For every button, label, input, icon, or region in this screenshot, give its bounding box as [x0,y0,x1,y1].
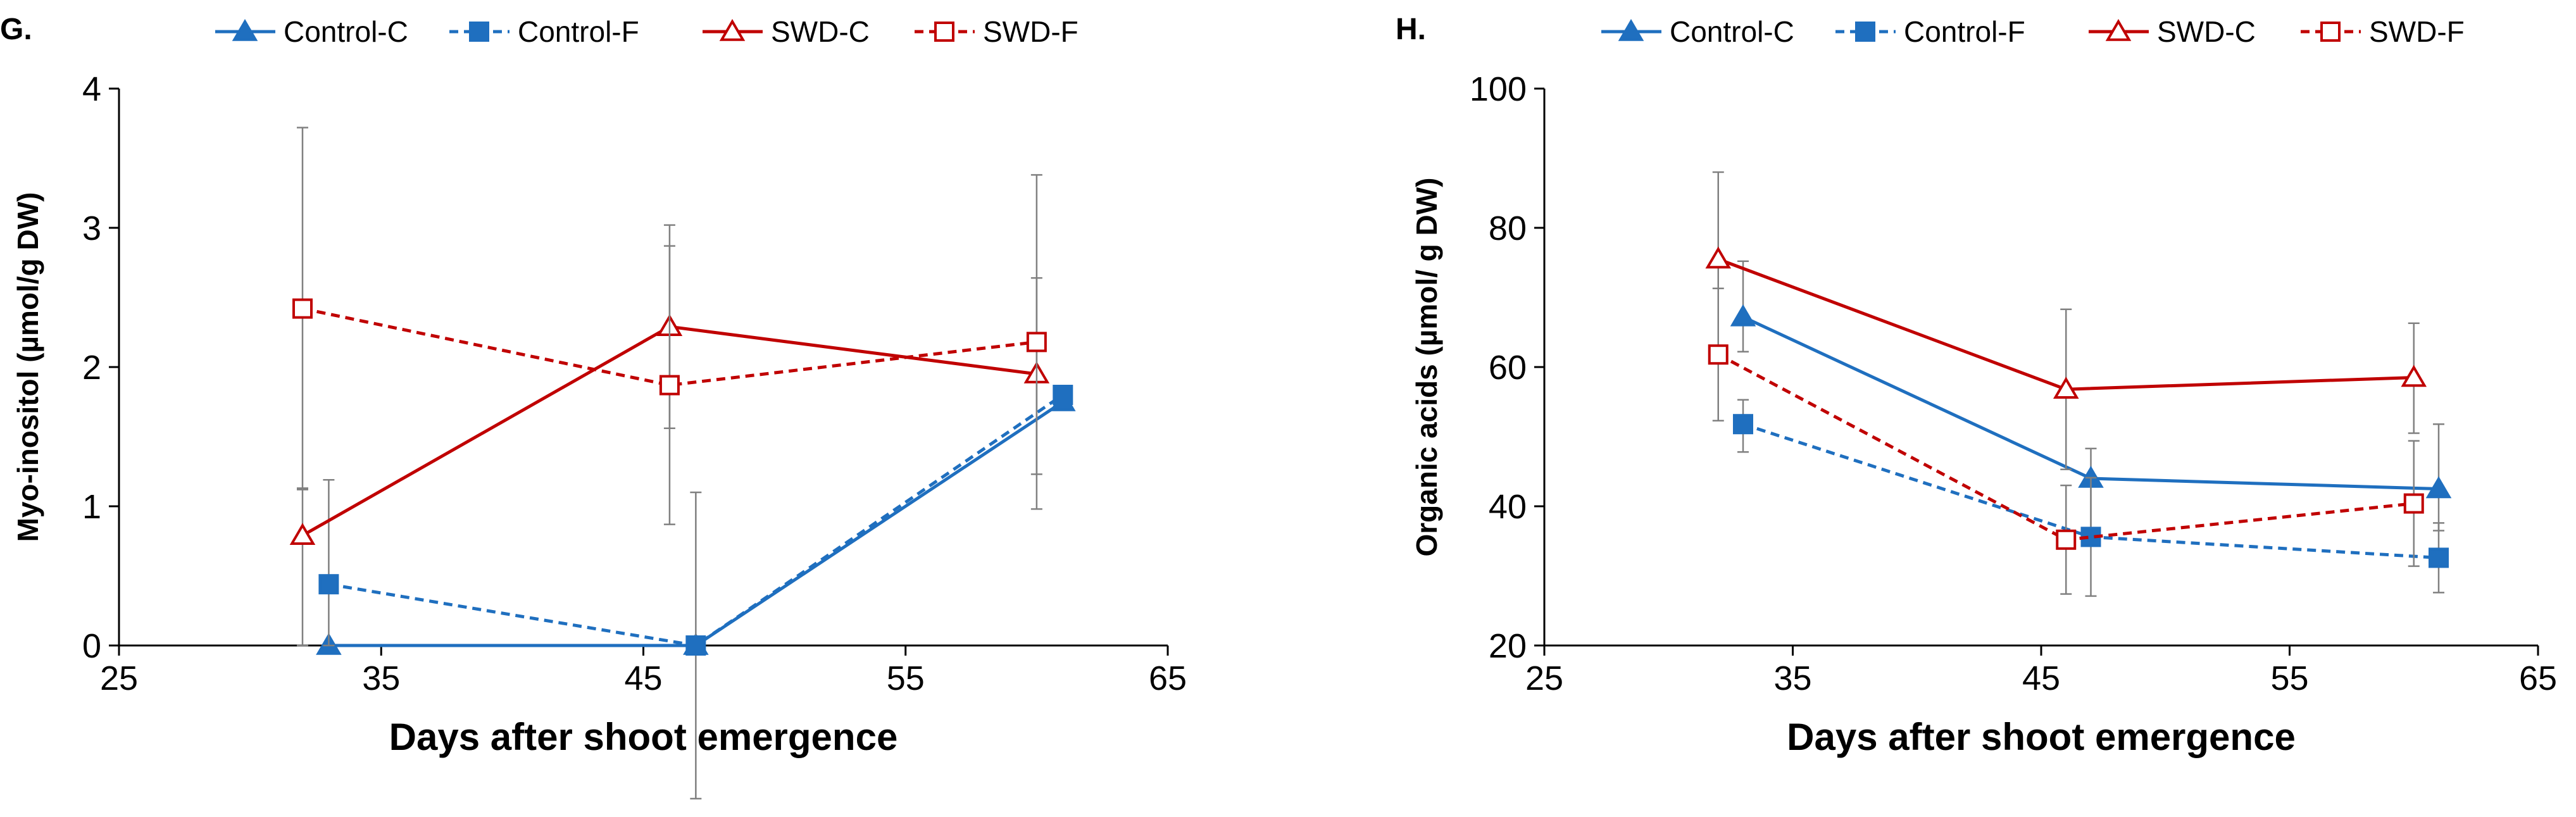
panel-label: G. [0,13,32,46]
y-tick-label: 20 [1489,627,1527,665]
x-tick-label: 35 [1773,659,1811,697]
y-tick-label: 3 [82,209,101,247]
legend-entry: SWD-C [2089,15,2256,48]
legend-label: Control-C [284,15,408,48]
x-tick-label: 65 [1149,659,1187,697]
chart-panel-2: H. 20 40 60 80 100 25 35 45 55 65 Days after shoot … [1396,13,2557,758]
data-point [2053,377,2079,399]
legend-label: SWD-C [2157,15,2256,48]
legend-label: SWD-F [2369,15,2465,48]
x-tick-label: 55 [887,659,925,697]
legend-label: SWD-F [983,15,1079,48]
y-tick-label: 1 [82,488,101,526]
legend-marker [934,22,954,42]
x-tick-label: 45 [624,659,662,697]
legend-entry: SWD-C [703,15,870,48]
data-point [1705,246,1732,269]
legend-entry: Control-C [1601,15,1794,48]
data-point [292,298,313,319]
series-swd-f [1708,287,2424,595]
x-tick-label: 55 [2270,659,2308,697]
legend-marker [1855,22,1875,42]
y-axis-title: Organic acids (µmol/ g DW) [1410,177,1443,556]
legend-entry: Control-F [1835,15,2025,48]
panel-label: H. [1396,13,1426,46]
x-tick-label: 35 [362,659,400,697]
data-point [685,635,706,656]
data-point [2056,529,2077,550]
legend-marker [2320,22,2341,42]
legend-marker [719,19,746,41]
data-point [1053,385,1073,405]
x-tick-label: 45 [2022,659,2060,697]
legend-label: Control-C [1670,15,1794,48]
y-tick-label: 40 [1489,488,1527,526]
data-point [289,523,316,545]
legend-label: SWD-C [771,15,870,48]
x-tick-label: 25 [100,659,138,697]
series-swd-f [292,127,1047,525]
legend-marker [469,22,489,42]
y-tick-label: 0 [82,627,101,665]
legend-label: Control-F [1904,15,2025,48]
data-point [2403,493,2424,514]
legend-marker [1618,19,1644,41]
legend-entry: SWD-F [915,15,1079,48]
legend-marker [2105,19,2132,41]
y-axis-title: Myo-inositol (µmol/g DW) [11,192,44,542]
y-tick-label: 60 [1489,349,1527,387]
y-tick-label: 100 [1470,70,1527,108]
x-axis-title: Days after shoot emergence [1787,716,2296,758]
x-tick-label: 65 [2519,659,2557,697]
x-tick-label: 25 [1525,659,1563,697]
legend-entry: Control-C [215,15,408,48]
data-point [659,375,680,396]
data-point [2401,365,2427,387]
y-tick-label: 80 [1489,209,1527,247]
chart-panel-1: G. 0 1 2 3 4 25 35 45 55 65 Days after shoot emerge… [0,13,1187,800]
data-point [2429,547,2449,568]
data-point [2425,476,2452,499]
y-tick-label: 2 [82,349,101,387]
legend-label: Control-F [518,15,639,48]
data-point [1730,304,1756,327]
legend-entry: Control-F [449,15,639,48]
x-axis-title: Days after shoot emergence [389,716,898,758]
legend-marker [232,19,258,41]
series-line [302,307,1037,387]
data-point [1026,332,1047,352]
series-swd-c [1705,171,2427,470]
data-point [318,574,339,595]
legend-entry: SWD-F [2301,15,2465,48]
series-control-f [318,385,1073,800]
data-point [1708,344,1729,365]
data-point [1733,414,1753,435]
series-control-f [1733,399,2449,597]
y-tick-label: 4 [82,70,101,108]
